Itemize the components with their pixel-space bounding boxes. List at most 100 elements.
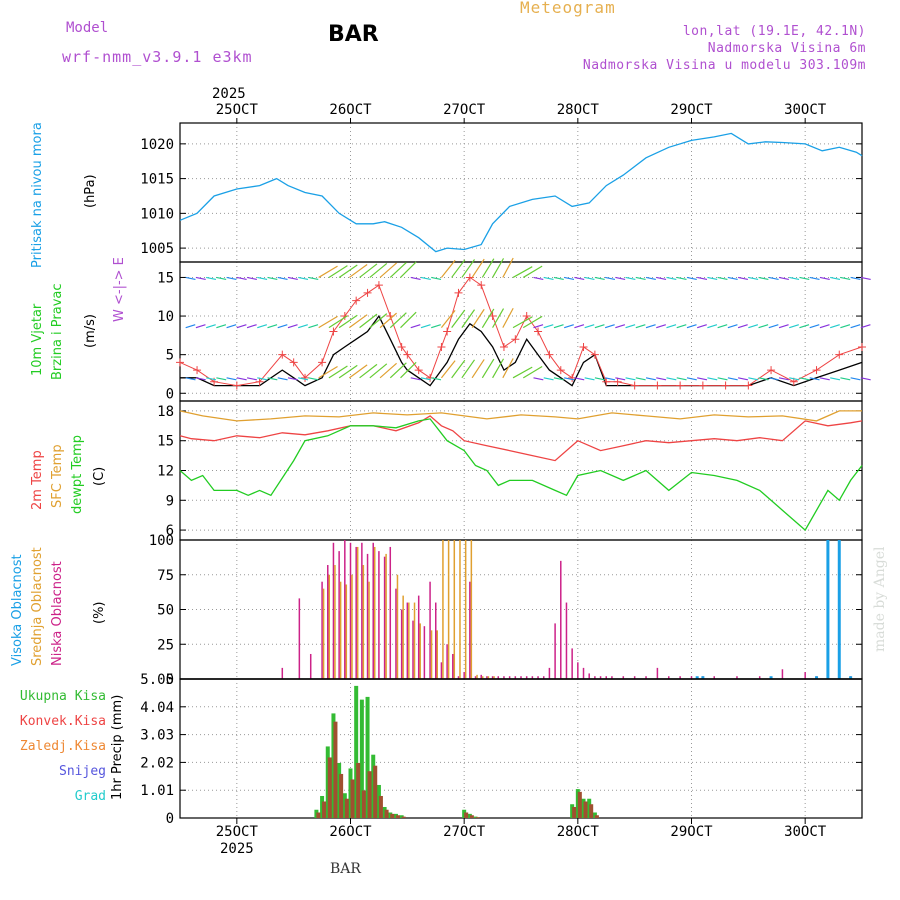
ylabel-cloud-high: Visoka Oblacnost [10,554,25,666]
bar-niska-oblacnost [565,602,568,679]
wind-arrow [298,377,309,381]
gust-marker [545,350,554,359]
bar-niska-oblacnost [633,676,636,679]
wind-arrow [481,308,495,328]
bar-niska-oblacnost [537,676,539,679]
wind-arrow [840,276,851,281]
wind-arrow [850,276,861,281]
wind-arrow [431,324,441,329]
wind-arrow [420,276,431,281]
wind-arrow [318,265,338,278]
bar-niska-oblacnost [281,667,284,679]
wind-arrow [308,324,319,329]
bar-niska-oblacnost [508,676,511,679]
y-tick-label: 15 [157,270,174,286]
wind-arrow [656,276,667,281]
y-tick-label: 12 [157,464,174,480]
y-tick-label: 75 [157,568,174,584]
wind-arrow [216,324,227,329]
bar-visoka-oblacnost [837,540,841,679]
wind-arrow [410,377,421,381]
bar-niska-oblacnost [554,623,556,679]
bar-niska-oblacnost [417,595,420,679]
wind-arrow [431,276,442,281]
bar-konvek-kisa [378,795,383,818]
gust-marker [522,312,531,321]
wind-arrow [758,324,769,329]
wind-arrow [257,276,268,281]
wind-arrow [860,276,871,281]
gust-marker [613,377,622,386]
bar-srednja-oblacnost [368,581,370,679]
wind-arrow [758,377,769,381]
gust-marker [579,342,588,351]
bar-niska-oblacnost [758,676,761,679]
bar-visoka-oblacnost [701,676,705,679]
gust-marker [437,342,446,351]
wind-arrow [564,377,575,381]
wind-arrow [236,324,247,329]
ylabel-wind-sub: Brzina i Pravac [50,283,65,380]
bar-srednja-oblacnost [453,540,456,679]
wind-arrow [697,324,707,329]
bar-srednja-oblacnost [351,574,353,679]
bar-niska-oblacnost [361,542,363,679]
wind-arrow [553,276,564,281]
gust-marker [289,358,298,367]
wind-arrow [389,262,407,278]
y-tick-label: 0 [166,811,174,827]
wind-arrow [512,316,533,329]
wind-arrow [379,362,397,379]
gust-marker [301,373,310,382]
ylabel-wind: 10m Vjetar [30,303,45,376]
bar-niska-oblacnost [622,676,625,679]
wind-arrow [216,377,227,381]
gust-marker [534,327,543,336]
bar-srednja-oblacnost [402,595,404,679]
wind-arrow [267,276,278,281]
bar-niska-oblacnost [474,676,477,679]
wind-arrow [267,377,278,381]
bar-niska-oblacnost [605,676,607,679]
wind-arrow [604,377,616,381]
precip-legend-item: Konvek.Kisa [20,714,106,729]
wind-arrow [594,377,605,381]
wind-arrow [789,276,800,281]
wind-arrow [635,324,646,329]
bar-srednja-oblacnost [487,676,490,679]
bar-srednja-oblacnost [481,676,484,679]
gust-marker [676,381,685,390]
precip-legend-item: Ukupna Kisa [20,689,106,704]
wind-arrow [226,377,237,381]
bar-srednja-oblacnost [322,588,325,679]
wind-arrow [246,377,257,381]
y-tick-label: 2.02 [140,755,174,771]
bar-niska-oblacnost [503,676,505,679]
wind-arrow [451,259,466,278]
bar-srednja-oblacnost [385,553,387,679]
bar-konvek-kisa [395,815,400,818]
wind-arrow [236,276,247,281]
wind-arrow [656,324,666,329]
wind-arrow [676,377,687,381]
y-tick-label: 9 [166,493,174,509]
wind-arrow [635,377,646,381]
bar-srednja-oblacnost [345,584,348,679]
wind-arrow [277,276,288,281]
wind-arrow [727,276,738,281]
gust-marker [767,366,776,375]
bottom-axis-label: 25OCT [216,824,259,840]
top-axis-label: 26OCT [329,102,372,118]
wind-arrow [809,276,820,281]
wind-arrow [328,365,348,379]
wind-arrow [369,262,388,278]
wind-arrow [615,276,626,281]
bar-srednja-oblacnost [459,540,461,679]
bar-srednja-oblacnost [476,674,478,679]
bar-visoka-oblacnost [826,540,830,679]
bottom-axis-label: 29OCT [670,824,713,840]
bottom-axis-label: 26OCT [329,824,372,840]
wind-arrow [481,358,495,379]
bar-niska-oblacnost [400,609,403,679]
gust-marker [812,366,821,375]
